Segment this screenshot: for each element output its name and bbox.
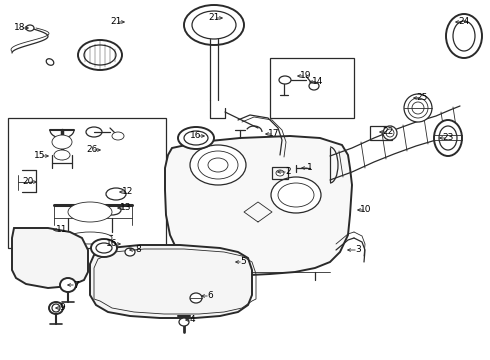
Ellipse shape: [91, 239, 117, 257]
Text: 8: 8: [135, 246, 141, 255]
Ellipse shape: [52, 304, 60, 312]
Ellipse shape: [26, 25, 34, 31]
Text: 25: 25: [416, 94, 428, 103]
Text: 6: 6: [207, 292, 213, 301]
Ellipse shape: [276, 170, 284, 176]
Ellipse shape: [386, 129, 394, 137]
Text: 23: 23: [442, 134, 454, 143]
Text: 16: 16: [106, 239, 118, 248]
Text: 11: 11: [56, 225, 68, 234]
Ellipse shape: [125, 248, 135, 256]
Ellipse shape: [309, 82, 319, 90]
Ellipse shape: [178, 127, 214, 149]
Ellipse shape: [106, 188, 126, 200]
Text: 14: 14: [312, 77, 324, 86]
Text: 20: 20: [23, 177, 34, 186]
Text: 10: 10: [360, 206, 372, 215]
Ellipse shape: [86, 127, 102, 137]
Text: 13: 13: [120, 203, 132, 212]
Ellipse shape: [383, 126, 397, 140]
Text: 2: 2: [285, 167, 291, 176]
Ellipse shape: [184, 131, 208, 145]
Text: 18: 18: [14, 23, 26, 32]
Ellipse shape: [60, 278, 76, 292]
Ellipse shape: [271, 177, 321, 213]
Ellipse shape: [453, 21, 475, 51]
Ellipse shape: [434, 120, 462, 156]
Ellipse shape: [404, 94, 432, 122]
Ellipse shape: [192, 11, 236, 39]
Ellipse shape: [68, 202, 112, 222]
Ellipse shape: [84, 45, 116, 65]
Ellipse shape: [184, 5, 244, 45]
Text: 7: 7: [73, 280, 79, 289]
Text: 4: 4: [189, 315, 195, 324]
Ellipse shape: [439, 126, 457, 150]
Text: 21: 21: [110, 18, 122, 27]
Ellipse shape: [52, 135, 72, 149]
Text: 19: 19: [300, 72, 312, 81]
Ellipse shape: [208, 158, 228, 172]
Ellipse shape: [103, 205, 121, 215]
Ellipse shape: [190, 145, 246, 185]
Text: 22: 22: [382, 127, 393, 136]
Text: 1: 1: [307, 163, 313, 172]
Text: 16: 16: [190, 131, 202, 140]
Ellipse shape: [112, 132, 124, 140]
Polygon shape: [12, 228, 88, 288]
Text: 5: 5: [240, 257, 246, 266]
Ellipse shape: [412, 102, 424, 114]
Ellipse shape: [408, 98, 428, 118]
Polygon shape: [165, 136, 352, 275]
Text: 3: 3: [355, 246, 361, 255]
Text: 21: 21: [208, 13, 220, 22]
Ellipse shape: [278, 183, 314, 207]
Text: 24: 24: [458, 18, 469, 27]
Text: 9: 9: [59, 303, 65, 312]
Ellipse shape: [198, 151, 238, 179]
Ellipse shape: [54, 150, 70, 160]
Ellipse shape: [446, 14, 482, 58]
Ellipse shape: [78, 40, 122, 70]
Bar: [270, 58, 354, 118]
Ellipse shape: [68, 232, 112, 244]
Ellipse shape: [46, 59, 54, 65]
Bar: [8, 118, 166, 248]
Text: 15: 15: [34, 152, 46, 161]
Ellipse shape: [190, 293, 202, 303]
Ellipse shape: [279, 76, 291, 84]
Ellipse shape: [96, 243, 112, 253]
Text: 12: 12: [122, 188, 134, 197]
Text: 26: 26: [86, 145, 98, 154]
Ellipse shape: [179, 318, 189, 326]
Bar: [272, 167, 288, 179]
Text: 17: 17: [268, 130, 280, 139]
Polygon shape: [90, 245, 252, 318]
Ellipse shape: [49, 302, 63, 314]
Bar: [370, 126, 392, 140]
